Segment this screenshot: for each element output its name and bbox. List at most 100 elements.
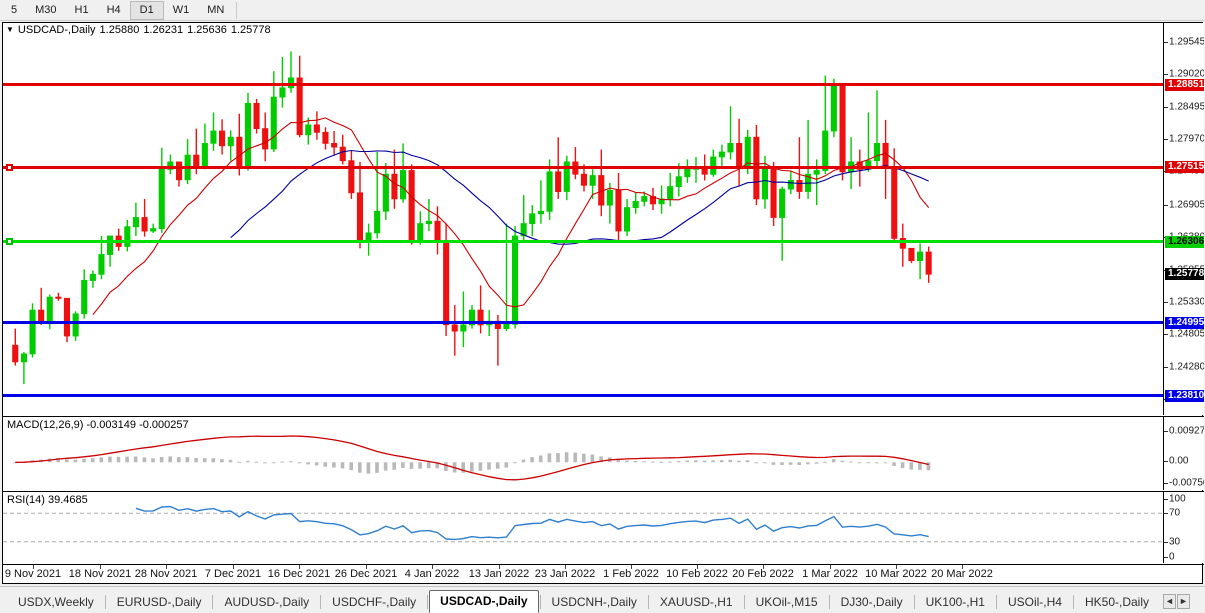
date-label-14: 20 Mar 2022 xyxy=(931,568,993,580)
price-tag-red-1[interactable]: 1.27515 xyxy=(1165,161,1204,174)
price-pane[interactable]: 1.295451.290201.284951.279701.274501.269… xyxy=(3,23,1204,415)
tab-divider xyxy=(828,595,830,609)
price-tick-label-5: 1.26905 xyxy=(1169,199,1204,211)
date-label-5: 26 Dec 2021 xyxy=(334,568,398,580)
price-tickmark xyxy=(1164,334,1168,336)
rsi-tick-label-3: 0 xyxy=(1169,551,1175,563)
chart-quote-header: ▼ USDCAD-,Daily 1.25880 1.26231 1.25636 … xyxy=(3,23,1202,36)
date-tickmark xyxy=(962,565,963,569)
price-tickmark xyxy=(1164,204,1168,206)
tab-scroll-left-icon[interactable]: ◄ xyxy=(1163,594,1177,609)
price-tick-label-8: 1.25330 xyxy=(1169,296,1204,308)
date-tickmark xyxy=(697,565,698,569)
quote-close: 1.25778 xyxy=(230,23,271,36)
timeframe-button-mn[interactable]: MN xyxy=(207,3,225,16)
level-line-red-0[interactable] xyxy=(3,83,1163,87)
chart-tab-usdx-weekly[interactable]: USDX,Weekly xyxy=(18,595,94,609)
date-label-9: 1 Feb 2022 xyxy=(603,568,659,580)
price-tickmark xyxy=(1164,106,1168,108)
date-tickmark xyxy=(432,565,433,569)
price-tag-black-3[interactable]: 1.25778 xyxy=(1165,268,1204,281)
level-line-anchor-handle[interactable] xyxy=(6,238,13,246)
date-label-7: 13 Jan 2022 xyxy=(468,568,530,580)
level-line-green-2[interactable] xyxy=(3,238,1163,246)
chart-tab-xauusd-h1[interactable]: XAUUSD-,H1 xyxy=(659,595,733,609)
macd-plot-area[interactable] xyxy=(3,417,1163,490)
date-tickmark xyxy=(100,565,101,569)
level-line-anchor-handle[interactable] xyxy=(6,163,13,171)
tab-divider xyxy=(647,595,649,609)
tab-divider xyxy=(104,595,106,609)
tab-scroll-right-icon[interactable]: ► xyxy=(1177,594,1191,609)
tab-scroll-controls: ◄ ► xyxy=(1163,594,1191,609)
date-tickmark xyxy=(299,565,300,569)
chart-tab-dj30-daily[interactable]: DJ30-,Daily xyxy=(840,595,903,609)
chart-tab-usdcad-daily[interactable]: USDCAD-,Daily xyxy=(429,590,539,613)
date-tickmark xyxy=(33,565,34,569)
price-tickmark xyxy=(1164,139,1168,141)
price-tag-blue-5[interactable]: 1.23810 xyxy=(1165,389,1204,402)
price-tag-green-2[interactable]: 1.26306 xyxy=(1165,235,1204,248)
price-tick-label-9: 1.24805 xyxy=(1169,328,1204,340)
date-tickmark xyxy=(166,565,167,569)
price-axis[interactable]: 1.295451.290201.284951.279701.274501.269… xyxy=(1163,23,1204,415)
rsi-tickmark xyxy=(1164,513,1168,515)
price-tick-label-2: 1.28495 xyxy=(1169,101,1204,113)
chart-tab-usoil-h4[interactable]: USOil-,H4 xyxy=(1007,595,1062,609)
timeframe-toolbar: 5 M30 H1 H4 D1 W1 MN xyxy=(0,0,1205,21)
price-tag-blue-4[interactable]: 1.24995 xyxy=(1165,316,1204,329)
macd-tickmark xyxy=(1164,461,1168,462)
price-tickmark xyxy=(1164,41,1168,43)
date-label-8: 23 Jan 2022 xyxy=(534,568,596,580)
rsi-pane[interactable]: RSI(14) 39.4685 100 70 30 0 xyxy=(3,491,1204,563)
chart-tab-usdchf-daily[interactable]: USDCHF-,Daily xyxy=(332,595,417,609)
chart-tab-audusd-daily[interactable]: AUDUSD-,Daily xyxy=(224,595,310,609)
quote-low: 1.25636 xyxy=(187,23,227,36)
timeframe-button-m30[interactable]: M30 xyxy=(35,3,57,16)
chart-tab-ukoil-m15[interactable]: UKOil-,M15 xyxy=(755,595,818,609)
chart-tab-hk50-daily[interactable]: HK50-,Daily xyxy=(1084,595,1150,609)
chart-menu-caret-icon[interactable]: ▼ xyxy=(6,24,14,34)
quote-high: 1.26231 xyxy=(143,23,184,36)
macd-svg xyxy=(13,435,931,481)
date-axis[interactable]: 9 Nov 2021 18 Nov 2021 28 Nov 2021 7 Dec 20… xyxy=(3,564,1204,584)
timeframe-button-w1[interactable]: W1 xyxy=(172,3,190,16)
chart-tab-eurusd-daily[interactable]: EURUSD-,Daily xyxy=(116,595,202,609)
macd-pane[interactable]: MACD(12,26,9) -0.003149 -0.000257 0.0092… xyxy=(3,416,1204,490)
rsi-plot-area[interactable] xyxy=(3,492,1163,563)
date-tickmark xyxy=(763,565,764,569)
price-tick-label-1: 1.29020 xyxy=(1169,68,1204,80)
timeframe-button-h1[interactable]: H1 xyxy=(74,3,89,16)
timeframe-button-d1[interactable]: D1 xyxy=(129,0,164,20)
price-plot-area[interactable] xyxy=(3,23,1163,415)
level-line-blue-4[interactable] xyxy=(3,394,1163,398)
chart-tab-uk100-h1[interactable]: UK100-,H1 xyxy=(925,595,985,609)
rsi-axis: 100 70 30 0 xyxy=(1163,492,1204,563)
price-tick-label-0: 1.29545 xyxy=(1169,36,1204,48)
macd-tick-label-2: -0.00750 xyxy=(1169,477,1204,489)
date-tickmark xyxy=(233,565,234,569)
macd-title: MACD(12,26,9) -0.003149 -0.000257 xyxy=(7,419,189,431)
timeframe-button-5[interactable]: 5 xyxy=(11,3,18,16)
date-tickmark xyxy=(499,565,500,569)
rsi-svg xyxy=(3,505,1163,543)
date-label-6: 4 Jan 2022 xyxy=(404,568,460,580)
date-label-3: 7 Dec 2021 xyxy=(204,568,262,580)
toolbar-divider xyxy=(236,1,238,19)
tab-divider xyxy=(913,595,915,609)
rsi-tick-label-1: 70 xyxy=(1169,507,1181,519)
level-line-red-1[interactable] xyxy=(3,163,1163,171)
chart-tab-usdcnh-daily[interactable]: USDCNH-,Daily xyxy=(551,595,637,609)
price-tickmark xyxy=(1164,366,1168,368)
date-label-2: 28 Nov 2021 xyxy=(134,568,198,580)
rsi-tickmark xyxy=(1164,499,1168,500)
date-label-12: 1 Mar 2022 xyxy=(802,568,858,580)
timeframe-button-h4[interactable]: H4 xyxy=(106,3,121,16)
level-line-blue-3[interactable] xyxy=(3,321,1163,325)
rsi-tickmark xyxy=(1164,557,1168,558)
macd-tick-label-1: 0.00 xyxy=(1169,455,1189,467)
tab-divider xyxy=(320,595,322,609)
price-tag-red-0[interactable]: 1.28851 xyxy=(1165,78,1204,91)
date-label-4: 16 Dec 2021 xyxy=(267,568,331,580)
